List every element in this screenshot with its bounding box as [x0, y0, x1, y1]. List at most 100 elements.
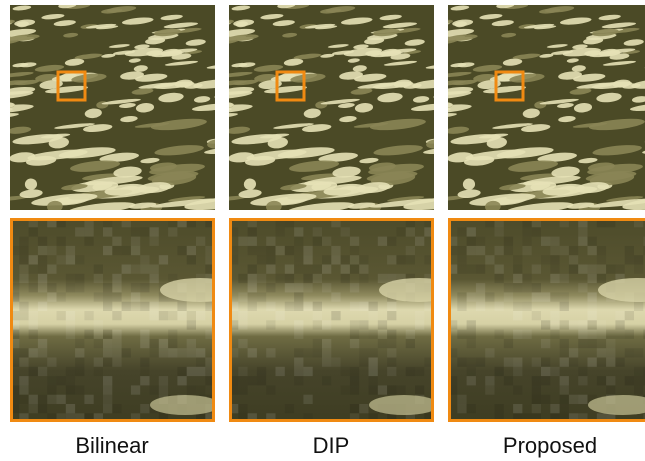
zoom-pixel [266, 301, 276, 311]
zoom-pixel [531, 227, 541, 237]
zoom-pixel [65, 273, 76, 284]
water-highlight [372, 28, 400, 37]
water-highlight [82, 173, 119, 181]
zoom-pixel [256, 245, 267, 256]
zoom-pixel [448, 236, 458, 246]
water-highlight [243, 178, 257, 190]
zoom-pixel [531, 385, 541, 395]
water-highlight [47, 200, 63, 210]
zoom-pixel [177, 218, 187, 228]
zoom-pixel [247, 273, 257, 284]
zoom-pixel [93, 273, 103, 284]
zoom-pixel [10, 329, 20, 339]
zoom-pixel [559, 292, 569, 302]
water-highlight [229, 126, 251, 134]
water-highlight [238, 189, 262, 199]
zoom-pixel [312, 348, 322, 358]
zoom-pixel [186, 311, 196, 321]
zoom-pixel [634, 218, 644, 228]
zoom-pixel [368, 301, 378, 311]
zoom-pixel [75, 255, 85, 265]
water-highlight [12, 5, 32, 11]
zoom-pixel [247, 218, 257, 228]
zoom-pixel [550, 236, 560, 246]
column-label: Bilinear [75, 433, 148, 458]
zoom-pixel [103, 404, 113, 414]
zoom-pixel [541, 255, 551, 265]
water-highlight [587, 163, 643, 175]
zoom-pixel [47, 376, 57, 386]
water-highlight [539, 53, 554, 58]
zoom-pixel [448, 320, 458, 330]
zoom-pixel [84, 413, 94, 422]
zoom-pixel [75, 227, 85, 237]
zoom-pixel [75, 283, 85, 293]
zoom-pixel [294, 264, 304, 274]
zoom-pixel [247, 301, 257, 311]
zoom-pixel [229, 245, 239, 256]
water-highlight [591, 28, 619, 37]
zoom-image [229, 218, 434, 422]
zoom-pixel [368, 329, 378, 339]
water-highlight [412, 96, 430, 103]
water-highlight [128, 202, 157, 209]
zoom-pixel [303, 245, 313, 256]
zoom-pixel [312, 273, 322, 284]
zoom-pixel [84, 227, 94, 237]
zoom-pixel [294, 376, 304, 386]
zoom-pixel [387, 348, 397, 358]
water-highlight [31, 193, 98, 206]
zoom-pixel [75, 273, 85, 284]
zoom-pixel [387, 236, 397, 246]
zoom-highlight [160, 278, 215, 302]
zoom-pixel [457, 227, 467, 237]
zoom-pixel [550, 366, 560, 377]
water-highlight [266, 200, 282, 210]
zoom-pixel [103, 357, 113, 367]
zoom-pixel [149, 311, 159, 321]
zoom-pixel [522, 301, 532, 311]
zoom-pixel [475, 236, 486, 246]
water-highlight [457, 62, 475, 68]
zoom-pixel [284, 404, 295, 414]
water-highlight [204, 146, 215, 155]
zoom-pixel [596, 376, 607, 386]
zoom-pixel [275, 227, 285, 237]
zoom-pixel [550, 245, 560, 256]
zoom-pixel [606, 329, 616, 339]
zoom-pixel [266, 245, 276, 256]
water-highlight [596, 92, 622, 103]
zoom-pixel [503, 357, 514, 367]
water-highlight [598, 14, 621, 21]
water-highlight [368, 163, 424, 175]
water-highlight [448, 104, 472, 114]
zoom-pixel [112, 292, 122, 302]
zoom-pixel [485, 292, 495, 302]
zoom-pixel [634, 301, 644, 311]
water-highlight [149, 163, 205, 175]
zoom-pixel [485, 255, 495, 265]
zoom-pixel [513, 283, 523, 293]
zoom-pixel [475, 292, 486, 302]
zoom-pixel [140, 264, 150, 274]
zoom-pixel [340, 264, 350, 274]
water-highlight [63, 32, 79, 38]
zoom-pixel [596, 218, 607, 228]
zoom-pixel [550, 413, 560, 422]
water-highlight [108, 44, 130, 48]
zoom-pixel [186, 255, 196, 265]
zoom-pixel [615, 329, 625, 339]
zoom-pixel [19, 376, 29, 386]
zoom-pixel [168, 311, 178, 321]
zoom-pixel [130, 292, 141, 302]
zoom-pixel [568, 320, 579, 330]
zoom-pixel [186, 338, 196, 349]
zoom-pixel [466, 329, 476, 339]
water-highlight [74, 53, 103, 60]
zoom-pixel [513, 357, 523, 367]
water-highlight [448, 126, 470, 134]
zoom-pixel [578, 366, 588, 377]
water-highlight [272, 20, 295, 27]
zoom-pixel [606, 338, 616, 349]
zoom-pixel [56, 218, 66, 228]
